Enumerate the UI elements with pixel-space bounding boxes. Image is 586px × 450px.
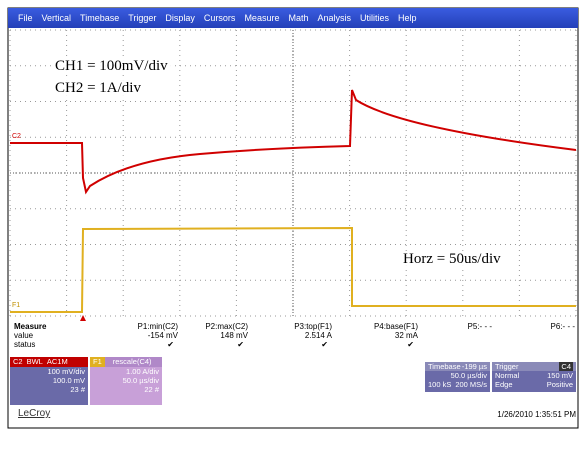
- menu-item[interactable]: Display: [165, 13, 195, 23]
- trigger-line: 150 mV: [547, 371, 573, 380]
- trace-label: F1: [12, 302, 21, 309]
- measure-name: P1:min(C2): [137, 322, 178, 331]
- timebase-offset: -199 µs: [461, 362, 487, 371]
- trigger-marker: [80, 315, 86, 321]
- trigger-source: C4: [559, 362, 573, 371]
- measure-status: ✔: [237, 340, 244, 349]
- annotation: CH2 = 1A/div: [52, 80, 144, 97]
- channel-box: F1 rescale(C4) 1.00 A/div 50.0 µs/div 22 …: [90, 357, 162, 405]
- channel-label: C2: [13, 357, 23, 366]
- trace-f1: [10, 226, 576, 313]
- channel-tag: AC1M: [46, 357, 68, 366]
- annotation: Horz = 50us/div: [400, 251, 504, 268]
- trace-label: C2: [12, 133, 21, 140]
- timebase-line: 200 MS/s: [455, 380, 487, 389]
- measure-name: P4:base(F1): [373, 322, 418, 331]
- channel-label: F1: [90, 357, 105, 367]
- measure-name: P3:top(F1): [294, 322, 332, 331]
- trigger-line: Normal: [495, 371, 520, 380]
- channel-box: C2 BWL AC1M 100 mV/div 100.0 mV 23 #: [10, 357, 88, 405]
- menu-item[interactable]: Analysis: [317, 13, 351, 23]
- menu-item[interactable]: Cursors: [203, 13, 236, 23]
- menu-item[interactable]: Timebase: [80, 13, 120, 23]
- trigger-box: Trigger C4 Normal 150 mV Edge Positive: [492, 362, 576, 392]
- menu-item[interactable]: Math: [288, 13, 309, 23]
- channel-line: 100.0 mV: [52, 376, 85, 385]
- measure-label: status: [14, 340, 36, 349]
- channel-line: 1.00 A/div: [126, 367, 159, 376]
- menu-item[interactable]: File: [18, 13, 33, 23]
- trigger-label: Trigger: [495, 362, 519, 371]
- measure-value: 2.514 A: [304, 331, 332, 340]
- measure-name: P2:max(C2): [205, 322, 248, 331]
- trigger-line: Edge: [495, 380, 513, 389]
- timebase-box: Timebase -199 µs 50.0 µs/div 100 kS 200 MS…: [425, 362, 490, 392]
- measure-name: P5:- - -: [467, 322, 492, 331]
- menu-item[interactable]: Utilities: [359, 13, 389, 23]
- trace-c2: [10, 89, 577, 195]
- annotation: CH1 = 100mV/div: [52, 58, 171, 75]
- menu-item[interactable]: Vertical: [41, 13, 72, 23]
- channel-line: 50.0 µs/div: [122, 376, 159, 385]
- menu-bar: File Vertical Timebase Trigger Display Cursor…: [8, 8, 578, 28]
- channel-tag: BWL: [26, 357, 43, 366]
- measure-status: ✔: [407, 340, 414, 349]
- channel-line: 22 #: [144, 385, 159, 394]
- timebase-line: 100 kS: [428, 380, 452, 389]
- timestamp: 1/26/2010 1:35:51 PM: [497, 410, 576, 419]
- brand: LeCroy: [18, 408, 51, 419]
- measure-status: ✔: [321, 340, 328, 349]
- channel-line: 23 #: [70, 385, 85, 394]
- menu-item[interactable]: Trigger: [128, 13, 157, 23]
- menu-item[interactable]: Measure: [244, 13, 280, 23]
- menu-item[interactable]: Help: [398, 13, 417, 23]
- measure-name: P6:- - -: [550, 322, 575, 331]
- timebase-line: 50.0 µs/div: [450, 371, 487, 380]
- measure-label: Measure: [14, 322, 47, 331]
- measure-value: 32 mA: [394, 331, 418, 340]
- measure-value: 148 mV: [220, 331, 248, 340]
- timebase-label: Timebase: [428, 362, 461, 371]
- measure-value: -154 mV: [147, 331, 178, 340]
- grid: [9, 29, 577, 317]
- measure-label: value: [14, 331, 34, 340]
- trigger-line: Positive: [546, 380, 573, 389]
- channel-source: rescale(C4): [112, 357, 152, 366]
- measure-status: ✔: [167, 340, 174, 349]
- channel-line: 100 mV/div: [47, 367, 85, 376]
